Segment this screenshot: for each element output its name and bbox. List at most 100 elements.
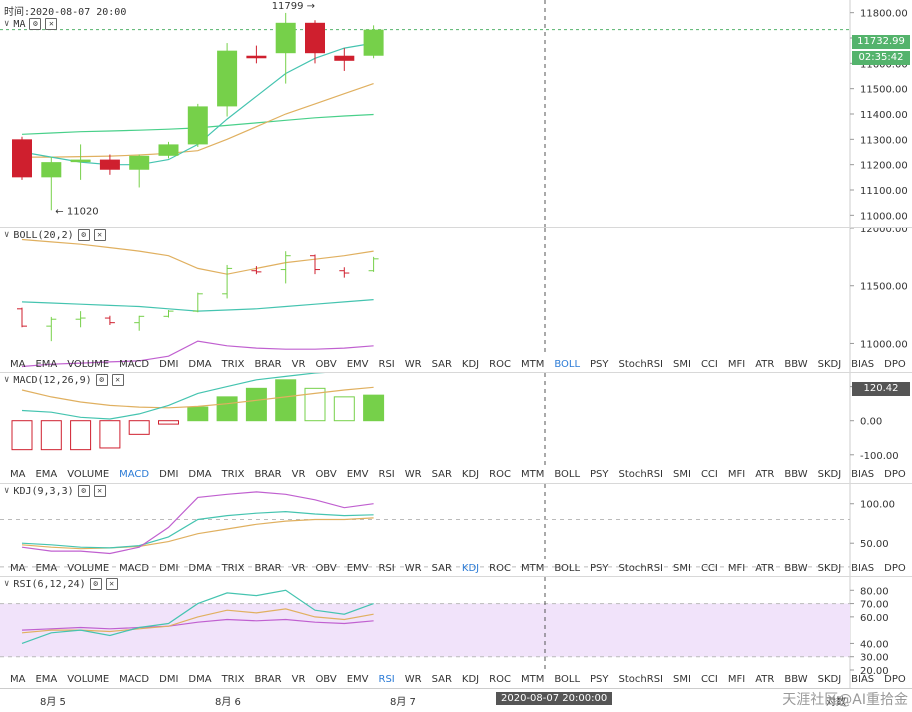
indicator-tab-dma[interactable]: DMA [188, 562, 212, 574]
indicator-tab-psy[interactable]: PSY [590, 358, 609, 370]
indicator-tab-brar[interactable]: BRAR [254, 673, 282, 685]
close-icon[interactable]: ✕ [105, 578, 118, 590]
indicator-tab-atr[interactable]: ATR [755, 562, 775, 574]
indicator-tab-macd[interactable]: MACD [119, 673, 150, 685]
collapse-icon[interactable]: ∨ [4, 375, 10, 385]
indicator-tab-skdj[interactable]: SKDJ [817, 562, 842, 574]
indicator-tab-ma[interactable]: MA [10, 468, 26, 480]
indicator-tab-ma[interactable]: MA [10, 562, 26, 574]
indicator-tab-wr[interactable]: WR [404, 358, 422, 370]
indicator-tab-mtm[interactable]: MTM [520, 468, 545, 480]
indicator-tab-emv[interactable]: EMV [346, 468, 369, 480]
indicator-tab-trix[interactable]: TRIX [221, 562, 245, 574]
indicator-tab-ema[interactable]: EMA [35, 673, 58, 685]
indicator-tab-dpo[interactable]: DPO [884, 562, 906, 574]
indicator-tab-obv[interactable]: OBV [315, 562, 337, 574]
indicator-tab-emv[interactable]: EMV [346, 562, 369, 574]
indicator-tab-atr[interactable]: ATR [755, 468, 775, 480]
indicator-tab-mfi[interactable]: MFI [727, 358, 746, 370]
indicator-tab-bbw[interactable]: BBW [784, 358, 808, 370]
indicator-tab-stochrsi[interactable]: StochRSI [618, 673, 663, 685]
indicator-tab-atr[interactable]: ATR [755, 673, 775, 685]
indicator-tab-ma[interactable]: MA [10, 673, 26, 685]
indicator-tab-kdj[interactable]: KDJ [461, 468, 480, 480]
indicator-tab-boll[interactable]: BOLL [554, 562, 581, 574]
close-icon[interactable]: ✕ [111, 374, 124, 386]
indicator-tab-kdj[interactable]: KDJ [461, 673, 480, 685]
indicator-tab-brar[interactable]: BRAR [254, 468, 282, 480]
ma-pane[interactable]: 11800.0011700.0011600.0011500.0011400.00… [0, 0, 912, 228]
kdj-pane[interactable]: 100.00 50.00 ∨ KDJ(9,3,3) ⚙ ✕ MA EMA VOLUME MAC… [0, 484, 912, 577]
indicator-tab-dma[interactable]: DMA [188, 358, 212, 370]
indicator-tab-dpo[interactable]: DPO [884, 358, 906, 370]
indicator-tab-bbw[interactable]: BBW [784, 673, 808, 685]
collapse-icon[interactable]: ∨ [4, 486, 10, 496]
indicator-tab-roc[interactable]: ROC [489, 468, 511, 480]
indicator-tab-obv[interactable]: OBV [315, 358, 337, 370]
close-icon[interactable]: ✕ [93, 485, 106, 497]
indicator-tab-boll[interactable]: BOLL [554, 358, 581, 370]
indicator-tab-dpo[interactable]: DPO [884, 673, 906, 685]
indicator-tab-roc[interactable]: ROC [489, 358, 511, 370]
indicator-tab-smi[interactable]: SMI [673, 673, 691, 685]
settings-icon[interactable]: ⚙ [89, 578, 102, 590]
indicator-tab-stochrsi[interactable]: StochRSI [618, 562, 663, 574]
close-icon[interactable]: ✕ [93, 229, 106, 241]
indicator-tab-dmi[interactable]: DMI [159, 562, 179, 574]
indicator-tab-trix[interactable]: TRIX [221, 358, 245, 370]
indicator-tab-obv[interactable]: OBV [315, 468, 337, 480]
indicator-tab-wr[interactable]: WR [404, 562, 422, 574]
indicator-tab-volume[interactable]: VOLUME [67, 673, 110, 685]
indicator-tab-vr[interactable]: VR [291, 673, 306, 685]
collapse-icon[interactable]: ∨ [4, 230, 10, 240]
settings-icon[interactable]: ⚙ [77, 485, 90, 497]
indicator-tab-wr[interactable]: WR [404, 468, 422, 480]
indicator-tab-macd[interactable]: MACD [119, 562, 150, 574]
indicator-tab-macd[interactable]: MACD [119, 468, 150, 480]
indicator-tab-sar[interactable]: SAR [431, 358, 452, 370]
indicator-tab-volume[interactable]: VOLUME [67, 358, 110, 370]
indicator-tab-stochrsi[interactable]: StochRSI [618, 358, 663, 370]
indicator-tab-roc[interactable]: ROC [489, 562, 511, 574]
indicator-tab-obv[interactable]: OBV [315, 673, 337, 685]
indicator-tab-sar[interactable]: SAR [431, 468, 452, 480]
indicator-tab-smi[interactable]: SMI [673, 468, 691, 480]
indicator-tab-dma[interactable]: DMA [188, 468, 212, 480]
log-scale-toggle[interactable]: 对数 [826, 697, 846, 708]
indicator-tab-smi[interactable]: SMI [673, 562, 691, 574]
indicator-tab-dmi[interactable]: DMI [159, 468, 179, 480]
indicator-tab-mtm[interactable]: MTM [520, 358, 545, 370]
indicator-tab-trix[interactable]: TRIX [221, 468, 245, 480]
indicator-tab-wr[interactable]: WR [404, 673, 422, 685]
boll-chart[interactable]: 12000.00 11500.00 11000.00 [0, 228, 912, 373]
indicator-tab-rsi[interactable]: RSI [378, 358, 395, 370]
settings-icon[interactable]: ⚙ [95, 374, 108, 386]
indicator-tab-bias[interactable]: BIAS [851, 468, 875, 480]
indicator-tab-kdj[interactable]: KDJ [461, 358, 480, 370]
indicator-tab-bias[interactable]: BIAS [851, 673, 875, 685]
indicator-tab-smi[interactable]: SMI [673, 358, 691, 370]
collapse-icon[interactable]: ∨ [4, 579, 10, 589]
indicator-tab-mfi[interactable]: MFI [727, 562, 746, 574]
indicator-tab-ema[interactable]: EMA [35, 468, 58, 480]
indicator-tab-ma[interactable]: MA [10, 358, 26, 370]
indicator-tab-mtm[interactable]: MTM [520, 562, 545, 574]
indicator-tab-dmi[interactable]: DMI [159, 358, 179, 370]
indicator-tab-dma[interactable]: DMA [188, 673, 212, 685]
indicator-tab-boll[interactable]: BOLL [554, 468, 581, 480]
indicator-tab-dmi[interactable]: DMI [159, 673, 179, 685]
indicator-tab-atr[interactable]: ATR [755, 358, 775, 370]
indicator-tab-volume[interactable]: VOLUME [67, 562, 110, 574]
indicator-tab-trix[interactable]: TRIX [221, 673, 245, 685]
rsi-chart[interactable]: 80.00 70.00 60.00 40.00 30.00 20.00 [0, 577, 912, 688]
indicator-tab-boll[interactable]: BOLL [554, 673, 581, 685]
indicator-tab-skdj[interactable]: SKDJ [817, 673, 842, 685]
indicator-tab-bias[interactable]: BIAS [851, 358, 875, 370]
indicator-tab-psy[interactable]: PSY [590, 562, 609, 574]
indicator-tab-skdj[interactable]: SKDJ [817, 468, 842, 480]
indicator-tab-cci[interactable]: CCI [700, 468, 718, 480]
boll-pane[interactable]: 12000.00 11500.00 11000.00 ∨ BOLL(20,2) ⚙ ✕ M… [0, 228, 912, 373]
rsi-pane[interactable]: 80.00 70.00 60.00 40.00 30.00 20.00 ∨ RSI(6,12… [0, 577, 912, 688]
indicator-tab-macd[interactable]: MACD [119, 358, 150, 370]
macd-chart[interactable]: 100.000.00-100.00 [0, 373, 912, 484]
